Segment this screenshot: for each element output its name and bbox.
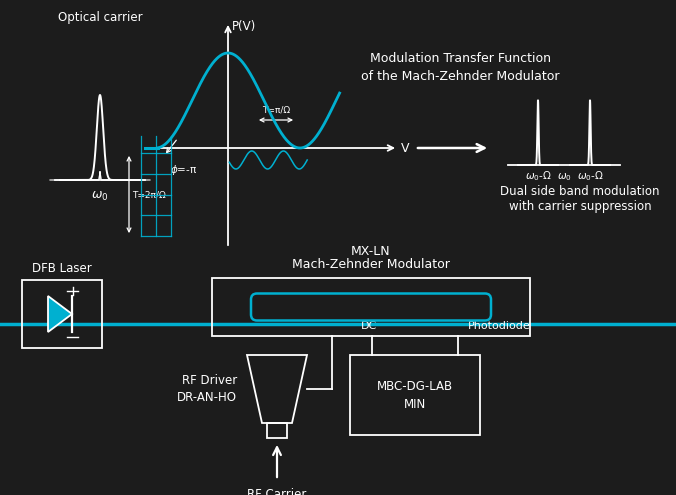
Text: DR-AN-HO: DR-AN-HO: [177, 391, 237, 403]
Text: with carrier suppression: with carrier suppression: [508, 200, 651, 213]
Text: $\omega_0$-Ω: $\omega_0$-Ω: [525, 169, 552, 183]
Text: RF Carrier: RF Carrier: [247, 488, 307, 495]
Text: MBC-DG-LAB: MBC-DG-LAB: [377, 381, 453, 394]
Text: RF Driver: RF Driver: [182, 374, 237, 388]
Text: V: V: [401, 142, 410, 154]
Text: MIN: MIN: [404, 398, 426, 411]
Text: MX-LN: MX-LN: [352, 245, 391, 258]
Text: T=π/Ω: T=π/Ω: [262, 105, 290, 114]
Polygon shape: [48, 296, 72, 332]
Text: $\phi$=-π: $\phi$=-π: [170, 163, 197, 177]
Text: Dual side band modulation: Dual side band modulation: [500, 185, 660, 198]
Text: $\omega_0$: $\omega_0$: [91, 190, 109, 202]
Text: P(V): P(V): [232, 20, 256, 33]
Text: Mach-Zehnder Modulator: Mach-Zehnder Modulator: [292, 258, 450, 271]
Bar: [267, 423, 287, 438]
Text: $\omega_0$-Ω: $\omega_0$-Ω: [577, 169, 604, 183]
Text: Optical carrier: Optical carrier: [57, 11, 143, 24]
Text: DFB Laser: DFB Laser: [32, 261, 92, 275]
Bar: [22, 280, 102, 348]
Text: Photodiode: Photodiode: [468, 321, 531, 331]
Text: of the Mach-Zehnder Modulator: of the Mach-Zehnder Modulator: [361, 69, 559, 83]
Text: $\omega_0$: $\omega_0$: [556, 171, 571, 183]
Text: T=2π/Ω: T=2π/Ω: [132, 190, 166, 199]
Text: DC: DC: [361, 321, 377, 331]
Bar: [350, 355, 480, 435]
Bar: [212, 278, 530, 336]
Text: Modulation Transfer Function: Modulation Transfer Function: [370, 51, 550, 64]
